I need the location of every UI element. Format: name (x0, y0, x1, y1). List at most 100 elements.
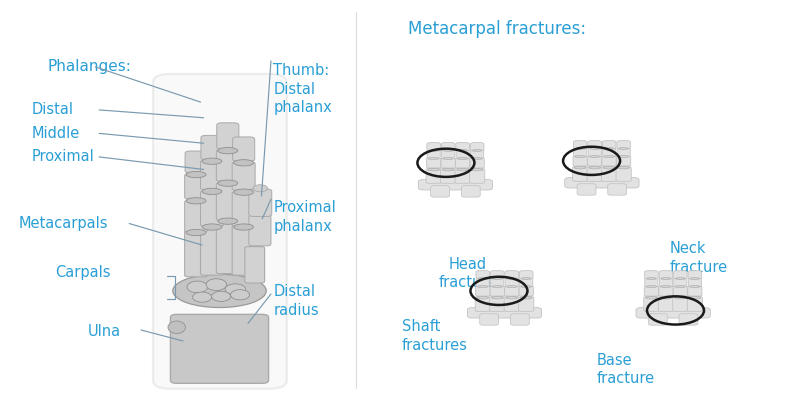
Text: Distal
radius: Distal radius (274, 284, 319, 318)
FancyBboxPatch shape (644, 286, 658, 296)
Ellipse shape (458, 158, 468, 160)
FancyBboxPatch shape (153, 74, 286, 389)
FancyBboxPatch shape (574, 148, 586, 156)
Text: Middle: Middle (32, 126, 80, 141)
Text: Thumb:
Distal
phalanx: Thumb: Distal phalanx (274, 63, 332, 115)
FancyBboxPatch shape (520, 278, 533, 286)
Ellipse shape (173, 274, 266, 308)
FancyBboxPatch shape (427, 143, 441, 151)
Text: Ulna: Ulna (87, 324, 121, 339)
FancyBboxPatch shape (470, 158, 484, 168)
Ellipse shape (604, 156, 614, 158)
FancyBboxPatch shape (617, 141, 630, 149)
FancyBboxPatch shape (588, 141, 602, 149)
Ellipse shape (187, 281, 208, 293)
Text: Proximal
phalanx: Proximal phalanx (274, 200, 336, 234)
Text: Distal: Distal (32, 102, 74, 118)
Ellipse shape (506, 296, 518, 299)
FancyBboxPatch shape (441, 168, 456, 183)
Ellipse shape (225, 284, 246, 295)
FancyBboxPatch shape (470, 150, 484, 158)
FancyBboxPatch shape (427, 150, 440, 158)
FancyBboxPatch shape (602, 148, 616, 156)
FancyBboxPatch shape (574, 141, 587, 149)
Ellipse shape (522, 278, 530, 279)
Ellipse shape (444, 150, 453, 151)
FancyBboxPatch shape (587, 156, 602, 166)
Ellipse shape (690, 278, 699, 279)
Ellipse shape (429, 150, 438, 151)
FancyBboxPatch shape (688, 271, 702, 279)
Ellipse shape (218, 180, 238, 186)
Ellipse shape (590, 148, 599, 149)
Ellipse shape (186, 198, 206, 204)
Ellipse shape (211, 291, 230, 302)
FancyBboxPatch shape (426, 168, 442, 183)
FancyBboxPatch shape (426, 158, 441, 168)
FancyBboxPatch shape (505, 271, 518, 279)
FancyBboxPatch shape (565, 178, 639, 188)
FancyBboxPatch shape (490, 278, 504, 286)
FancyBboxPatch shape (504, 296, 519, 311)
FancyBboxPatch shape (418, 180, 493, 190)
FancyBboxPatch shape (490, 296, 505, 311)
FancyBboxPatch shape (674, 286, 687, 296)
Ellipse shape (428, 168, 439, 171)
FancyBboxPatch shape (216, 183, 239, 220)
Ellipse shape (234, 160, 254, 166)
Ellipse shape (491, 296, 503, 299)
Ellipse shape (429, 158, 439, 160)
Ellipse shape (492, 286, 502, 288)
FancyBboxPatch shape (573, 166, 588, 181)
FancyBboxPatch shape (679, 314, 698, 325)
FancyBboxPatch shape (480, 314, 498, 325)
FancyBboxPatch shape (476, 278, 490, 286)
FancyBboxPatch shape (233, 137, 254, 161)
Ellipse shape (202, 188, 222, 194)
Ellipse shape (618, 166, 630, 169)
FancyBboxPatch shape (245, 247, 265, 283)
FancyBboxPatch shape (475, 296, 490, 311)
Ellipse shape (478, 286, 488, 288)
FancyBboxPatch shape (577, 184, 596, 195)
FancyBboxPatch shape (232, 162, 255, 190)
Ellipse shape (473, 150, 482, 151)
FancyBboxPatch shape (602, 156, 616, 166)
FancyBboxPatch shape (602, 166, 617, 181)
Text: Head
fracture: Head fracture (438, 257, 496, 290)
FancyBboxPatch shape (659, 286, 673, 296)
FancyBboxPatch shape (456, 143, 470, 151)
Text: Metacarpals: Metacarpals (18, 216, 108, 231)
FancyBboxPatch shape (617, 148, 630, 156)
FancyBboxPatch shape (185, 174, 208, 199)
FancyBboxPatch shape (476, 286, 490, 296)
FancyBboxPatch shape (602, 141, 616, 149)
FancyBboxPatch shape (673, 296, 688, 311)
Ellipse shape (230, 290, 250, 300)
FancyBboxPatch shape (648, 314, 667, 325)
Ellipse shape (477, 296, 489, 299)
FancyBboxPatch shape (659, 271, 673, 279)
Ellipse shape (690, 286, 700, 288)
FancyBboxPatch shape (185, 230, 208, 277)
Ellipse shape (619, 148, 628, 149)
FancyBboxPatch shape (201, 191, 223, 226)
FancyBboxPatch shape (519, 271, 533, 279)
FancyBboxPatch shape (470, 143, 484, 151)
Text: Neck
fracture: Neck fracture (669, 241, 727, 275)
Ellipse shape (507, 278, 516, 279)
Ellipse shape (675, 286, 686, 288)
FancyBboxPatch shape (505, 286, 519, 296)
FancyBboxPatch shape (616, 166, 631, 181)
Ellipse shape (253, 185, 267, 192)
FancyBboxPatch shape (490, 286, 505, 296)
FancyBboxPatch shape (644, 296, 659, 311)
Ellipse shape (168, 321, 186, 334)
FancyBboxPatch shape (170, 314, 269, 383)
FancyBboxPatch shape (688, 286, 702, 296)
Ellipse shape (478, 278, 487, 279)
FancyBboxPatch shape (588, 148, 602, 156)
Ellipse shape (661, 286, 671, 288)
FancyBboxPatch shape (659, 278, 673, 286)
FancyBboxPatch shape (645, 278, 658, 286)
